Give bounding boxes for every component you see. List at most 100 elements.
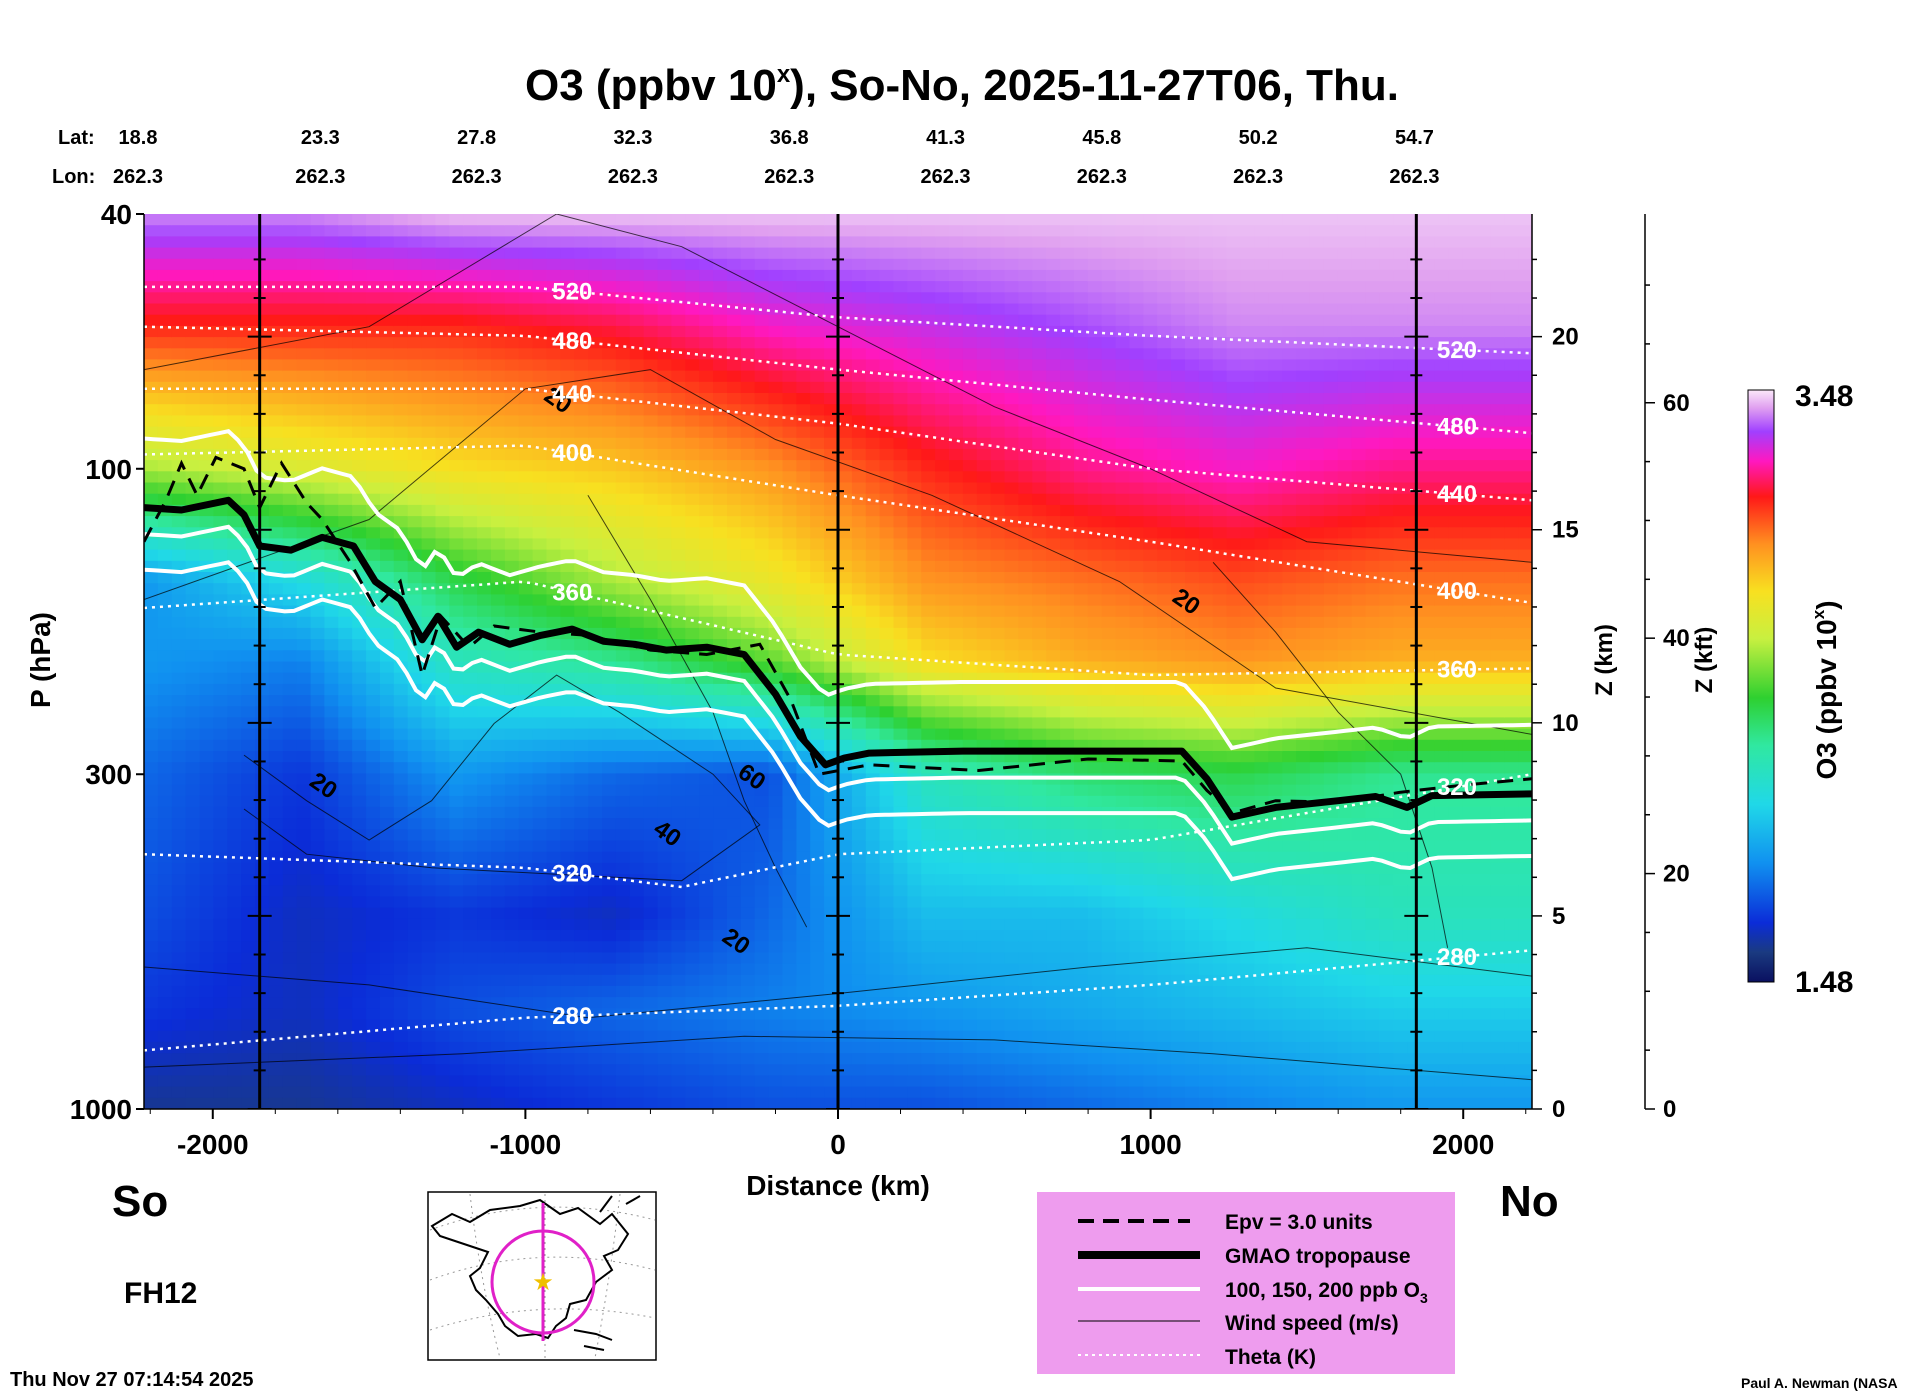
field-cell: [157, 695, 173, 708]
field-cell: [935, 583, 950, 596]
field-cell: [907, 1008, 923, 1021]
field-cell: [838, 706, 853, 719]
field-cell: [796, 549, 812, 562]
field-cell: [990, 616, 1006, 629]
field-cell: [171, 594, 187, 607]
field-cell: [657, 393, 673, 405]
field-cell: [935, 1019, 950, 1032]
field-cell: [560, 605, 576, 618]
field-cell: [296, 930, 312, 942]
field-cell: [449, 504, 465, 517]
field-cell: [893, 527, 909, 540]
field-cell: [921, 281, 936, 294]
field-cell: [185, 795, 201, 808]
field-cell: [324, 896, 340, 909]
field-cell: [352, 1097, 367, 1109]
field-cell: [824, 661, 839, 674]
field-cell: [282, 594, 298, 607]
field-cell: [727, 616, 742, 629]
field-cell: [491, 214, 506, 226]
field-cell: [588, 460, 603, 473]
field-cell: [657, 448, 673, 461]
field-cell: [921, 1053, 936, 1066]
field-cell: [615, 851, 631, 864]
field-cell: [838, 348, 853, 361]
field-cell: [768, 370, 784, 383]
field-cell: [477, 247, 492, 260]
field-cell: [144, 941, 159, 954]
field-cell: [449, 650, 465, 663]
field-cell: [962, 404, 978, 417]
field-cell: [990, 583, 1006, 596]
field-cell: [504, 370, 520, 383]
field-cell: [213, 225, 229, 238]
field-cell: [865, 426, 881, 439]
field-cell: [324, 258, 340, 271]
field-cell: [380, 963, 395, 976]
field-cell: [199, 795, 215, 808]
field-cell: [324, 840, 340, 853]
field-cell: [255, 269, 270, 282]
field-cell: [588, 292, 603, 305]
field-cell: [574, 930, 589, 942]
field-cell: [768, 840, 784, 853]
field-cell: [949, 1030, 964, 1043]
field-cell: [380, 661, 395, 674]
field-cell: [338, 695, 353, 708]
field-cell: [435, 784, 451, 797]
field-cell: [435, 538, 451, 551]
field-cell: [768, 415, 784, 428]
field-cell: [352, 963, 367, 976]
field-cell: [935, 269, 950, 282]
field-cell: [421, 706, 437, 719]
field-cell: [796, 1064, 812, 1077]
field-cell: [893, 941, 909, 954]
field-cell: [976, 337, 992, 350]
field-cell: [865, 695, 881, 708]
field-cell: [588, 281, 603, 294]
field-cell: [338, 527, 353, 540]
field-cell: [421, 717, 437, 730]
field-cell: [227, 695, 242, 708]
field-cell: [255, 683, 270, 696]
field-cell: [435, 751, 451, 763]
field-cell: [713, 1019, 728, 1032]
field-cell: [380, 471, 395, 484]
field-cell: [171, 650, 187, 663]
field-cell: [615, 348, 631, 361]
field-cell: [824, 460, 839, 473]
field-cell: [268, 695, 284, 708]
field-cell: [366, 549, 381, 562]
field-cell: [421, 1064, 437, 1077]
field-cell: [171, 1041, 187, 1054]
field-cell: [976, 1053, 992, 1066]
field-cell: [491, 527, 506, 540]
field-cell: [199, 672, 215, 685]
field-cell: [824, 963, 839, 976]
field-cell: [532, 359, 548, 372]
field-cell: [435, 941, 451, 954]
field-cell: [588, 851, 603, 864]
field-cell: [615, 504, 631, 517]
field-cell: [740, 907, 756, 920]
field-cell: [268, 650, 284, 663]
field-cell: [602, 706, 617, 719]
field-cell: [213, 941, 229, 954]
field-cell: [962, 695, 978, 708]
field-cell: [560, 426, 576, 439]
field-cell: [782, 952, 798, 965]
field-cell: [685, 460, 700, 473]
field-cell: [282, 337, 298, 350]
field-cell: [671, 695, 687, 708]
field-cell: [171, 683, 187, 696]
field-cell: [810, 281, 825, 294]
field-cell: [629, 795, 645, 808]
field-cell: [407, 1030, 423, 1043]
field-cell: [421, 415, 437, 428]
field-cell: [574, 1030, 589, 1043]
field-cell: [768, 482, 784, 495]
field-cell: [588, 370, 603, 383]
field-cell: [643, 829, 659, 842]
field-cell: [976, 583, 992, 596]
field-cell: [491, 303, 506, 316]
